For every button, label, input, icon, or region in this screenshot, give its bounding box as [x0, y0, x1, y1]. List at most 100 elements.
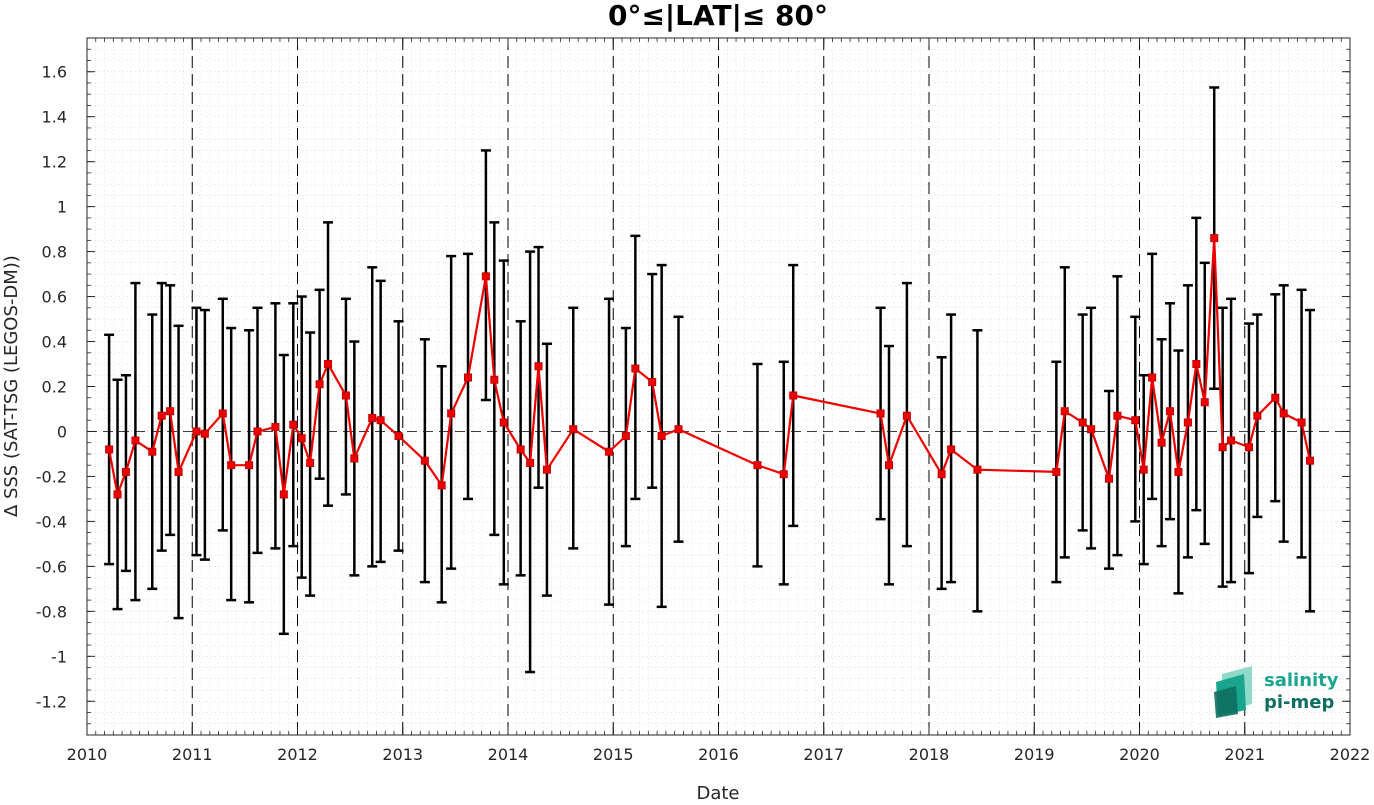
data-point-marker	[297, 434, 306, 443]
data-point-marker	[973, 465, 982, 474]
x-tick-label: 2016	[698, 745, 739, 764]
x-tick-label: 2018	[909, 745, 950, 764]
logo-text-pi-mep: pi-mep	[1264, 692, 1334, 713]
data-point-marker	[1227, 436, 1236, 445]
y-tick-label: 0	[57, 422, 67, 441]
data-point-marker	[534, 362, 543, 371]
y-tick-label: 1.6	[42, 63, 67, 82]
data-point-marker	[789, 391, 798, 400]
y-tick-label: -1	[51, 647, 67, 666]
data-point-marker	[947, 445, 956, 454]
y-tick-label: 1.2	[42, 153, 67, 172]
data-point-marker	[621, 431, 630, 440]
axes-layer: 2010 2011 2012 2013 2014 2015 2016 2017 2018 2019…	[36, 37, 1371, 764]
data-point-marker	[902, 411, 911, 420]
data-point-marker	[324, 360, 333, 369]
data-point-marker	[1244, 443, 1253, 452]
data-point-marker	[1166, 407, 1175, 416]
data-point-marker	[876, 409, 885, 418]
data-point-marker	[121, 467, 130, 476]
data-point-marker	[1104, 474, 1113, 483]
data-point-marker	[1210, 234, 1219, 243]
y-tick-label: 0.2	[42, 378, 67, 397]
data-point-marker	[166, 407, 175, 416]
data-layer	[104, 86, 1316, 674]
logo-text-salinity: salinity	[1264, 670, 1339, 691]
data-point-marker	[1139, 465, 1148, 474]
data-point-marker	[1078, 418, 1087, 427]
y-tick-label: 1.4	[42, 108, 67, 127]
data-point-marker	[218, 409, 227, 418]
data-point-marker	[271, 422, 280, 431]
data-point-marker	[490, 375, 499, 384]
chart-title: 0°≤|LAT|≤ 80°	[608, 0, 828, 32]
data-point-marker	[1148, 373, 1157, 382]
x-tick-label: 2022	[1330, 745, 1371, 764]
data-point-marker	[289, 420, 298, 429]
data-point-marker	[1218, 443, 1227, 452]
data-point-marker	[885, 461, 894, 470]
data-point-marker	[499, 418, 508, 427]
data-point-marker	[253, 427, 262, 436]
data-point-marker	[937, 470, 946, 479]
data-point-marker	[1192, 360, 1201, 369]
data-point-marker	[131, 436, 140, 445]
x-tick-label: 2013	[382, 745, 423, 764]
data-point-marker	[1271, 393, 1280, 402]
data-point-marker	[148, 447, 157, 456]
x-tick-label: 2015	[593, 745, 634, 764]
data-point-marker	[1131, 416, 1140, 425]
data-point-marker	[753, 461, 762, 470]
data-point-marker	[315, 380, 324, 389]
x-axis-label: Date	[696, 783, 739, 801]
data-point-marker	[306, 458, 315, 467]
y-tick-label: -0.2	[36, 467, 67, 486]
y-tick-label: 1	[57, 198, 67, 217]
data-point-marker	[192, 427, 201, 436]
data-point-marker	[376, 416, 385, 425]
grid-layer	[86, 38, 1351, 735]
data-point-marker	[350, 454, 359, 463]
x-tick-label: 2014	[488, 745, 529, 764]
y-tick-label: 0.4	[42, 333, 67, 352]
x-tick-label: 2012	[277, 745, 318, 764]
data-point-marker	[1113, 411, 1122, 420]
data-point-marker	[542, 465, 551, 474]
x-tick-label: 2010	[67, 745, 108, 764]
data-point-marker	[1297, 418, 1306, 427]
data-point-marker	[368, 413, 377, 422]
data-point-marker	[1087, 425, 1096, 434]
data-point-marker	[1174, 467, 1183, 476]
x-tick-label: 2020	[1119, 745, 1160, 764]
data-point-marker	[394, 431, 403, 440]
salinity-pi-mep-logo: salinity pi-mep	[1214, 666, 1339, 718]
data-point-marker	[674, 425, 683, 434]
logo-wave-shape-front	[1214, 686, 1238, 718]
data-point-marker	[1060, 407, 1069, 416]
y-tick-label: 0.8	[42, 243, 67, 262]
data-point-marker	[447, 409, 456, 418]
data-point-marker	[605, 447, 614, 456]
data-point-marker	[481, 272, 490, 281]
data-point-marker	[779, 470, 788, 479]
data-point-marker	[648, 378, 657, 387]
data-point-marker	[420, 456, 429, 465]
data-point-marker	[245, 461, 254, 470]
data-point-marker	[526, 458, 535, 467]
data-point-marker	[1200, 398, 1209, 407]
y-tick-label: 0.6	[42, 288, 67, 307]
data-point-marker	[1157, 438, 1166, 447]
data-point-marker	[200, 429, 209, 438]
data-point-marker	[631, 364, 640, 373]
data-point-marker	[516, 445, 525, 454]
y-axis-label: ∆ SSS (SAT-TSG (LEGOS-DM))	[1, 255, 22, 518]
x-tick-label: 2017	[803, 745, 844, 764]
data-point-marker	[1306, 456, 1315, 465]
data-point-marker	[1279, 409, 1288, 418]
data-point-marker	[1253, 411, 1262, 420]
data-point-marker	[657, 431, 666, 440]
x-tick-label: 2021	[1224, 745, 1265, 764]
y-tick-label: -0.4	[36, 512, 67, 531]
